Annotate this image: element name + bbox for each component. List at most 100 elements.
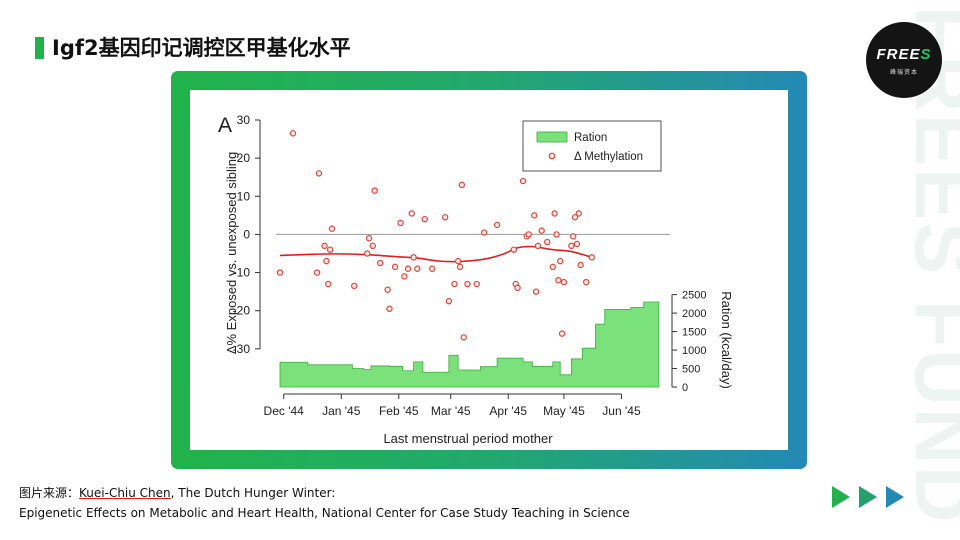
methylation-point [321, 242, 328, 250]
methylation-point [414, 265, 421, 272]
frees-logo: FREES 峰瑞资本 [866, 22, 942, 98]
figure-panel [190, 90, 788, 450]
y-tick-label: 30 [237, 113, 251, 127]
y2-tick-label: 500 [682, 364, 700, 376]
methylation-point [458, 181, 466, 189]
methylation-point [560, 278, 568, 286]
methylation-point [313, 269, 321, 276]
arrow-icon-3 [886, 486, 904, 508]
methylation-point [493, 221, 501, 229]
legend-box [522, 120, 662, 172]
logo-subtext: 峰瑞资本 [889, 69, 918, 76]
methylation-point [397, 219, 404, 227]
methylation-point [577, 261, 584, 269]
y2-tick-label: 1500 [682, 327, 706, 339]
methylation-point [525, 231, 532, 238]
methylation-point [289, 130, 297, 137]
methylation-point [451, 280, 458, 288]
methylation-point [551, 210, 558, 217]
y2-axis-label: Ration (kcal/day) [719, 291, 734, 389]
methylation-point [555, 276, 562, 284]
title-accent-bar [35, 37, 44, 59]
methylation-point [575, 210, 582, 217]
figure-caption: 图片来源：Kuei-Chiu Chen, The Dutch Hunger Wi… [19, 483, 630, 523]
methylation-point [456, 263, 464, 271]
methylation-point [408, 210, 415, 217]
legend-label-methylation: Δ Methylation [574, 151, 643, 163]
y2-tick-label: 2500 [682, 290, 706, 302]
methylation-point [519, 177, 527, 185]
legend-label-ration: Ration [574, 132, 607, 144]
methylation-point [351, 282, 358, 290]
caption-label: 图片来源： [19, 486, 80, 500]
logo-text: FREES [876, 46, 932, 63]
methylation-chart: 30 20 10 0 -10 -20 -30 0 500 1000 1500 2000 2500 Dec … [218, 113, 734, 446]
methylation-point [315, 170, 323, 177]
methylation-point [325, 280, 332, 288]
panel-label: A [218, 114, 232, 137]
methylation-point [553, 231, 560, 238]
methylation-point [369, 242, 376, 250]
y2-tick-label: 2000 [682, 308, 706, 320]
methylation-point [384, 286, 391, 293]
methylation-point [534, 242, 542, 250]
methylation-point [323, 257, 330, 265]
methylation-point [568, 242, 575, 250]
x-tick-label: Dec '44 [264, 404, 305, 418]
methylation-point [371, 187, 378, 194]
methylation-point [391, 263, 399, 271]
methylation-point [365, 235, 373, 242]
x-tick-label: Jun '45 [602, 404, 641, 418]
methylation-point [404, 265, 412, 272]
methylation-point [464, 280, 471, 288]
caption-line1: , The Dutch Hunger Winter: [170, 486, 336, 500]
methylation-point [531, 212, 538, 219]
caption-line2: Epigenetic Effects on Metabolic and Hear… [19, 506, 630, 520]
y2-tick-label: 1000 [682, 345, 706, 357]
methylation-point [428, 265, 436, 272]
ration-area [279, 301, 660, 388]
methylation-point [445, 297, 453, 305]
x-tick-label: Mar '45 [431, 404, 471, 418]
methylation-point [557, 257, 564, 265]
methylation-point [538, 227, 545, 234]
x-tick-label: Jan '45 [322, 404, 361, 418]
x-tick-label: May '45 [543, 404, 585, 418]
methylation-point [421, 215, 428, 223]
x-tick-label: Apr '45 [489, 404, 527, 418]
y-tick-label: 20 [237, 151, 251, 165]
arrow-icon-2 [859, 486, 877, 508]
methylation-point [573, 240, 581, 248]
methylation-point [583, 278, 590, 286]
methylation-point [364, 250, 371, 257]
methylation-point [532, 288, 540, 295]
methylation-point [276, 269, 284, 276]
methylation-point [549, 263, 556, 271]
caption-author: Kuei-Chiu Chen [79, 486, 171, 500]
methylation-point [480, 229, 488, 236]
arrow-icon-1 [832, 486, 850, 508]
methylation-point [571, 214, 579, 221]
methylation-point [401, 273, 408, 280]
y-axis-label: Δ% Exposed vs. unexposed sibling [224, 152, 239, 354]
methylation-point [544, 238, 551, 246]
methylation-point [558, 330, 566, 337]
methylation-point [460, 334, 467, 341]
y-tick-label: -10 [233, 266, 251, 280]
methylation-point [377, 259, 384, 267]
page-title: Igf2基因印记调控区甲基化水平 [52, 36, 351, 60]
methylation-point [473, 280, 480, 288]
methylation-point [326, 246, 334, 253]
methylation-point [514, 284, 521, 292]
methylation-point [510, 246, 518, 253]
methylation-point [570, 233, 577, 240]
methylation-point [386, 305, 393, 313]
x-tick-label: Feb '45 [379, 404, 419, 418]
y-tick-label: -20 [233, 304, 251, 318]
y-tick-label: 10 [237, 189, 251, 203]
y2-tick-label: 0 [682, 382, 688, 394]
methylation-point [588, 254, 595, 261]
y-tick-label: -30 [233, 342, 251, 356]
methylation-point [410, 254, 417, 261]
y-tick-label: 0 [243, 227, 250, 241]
